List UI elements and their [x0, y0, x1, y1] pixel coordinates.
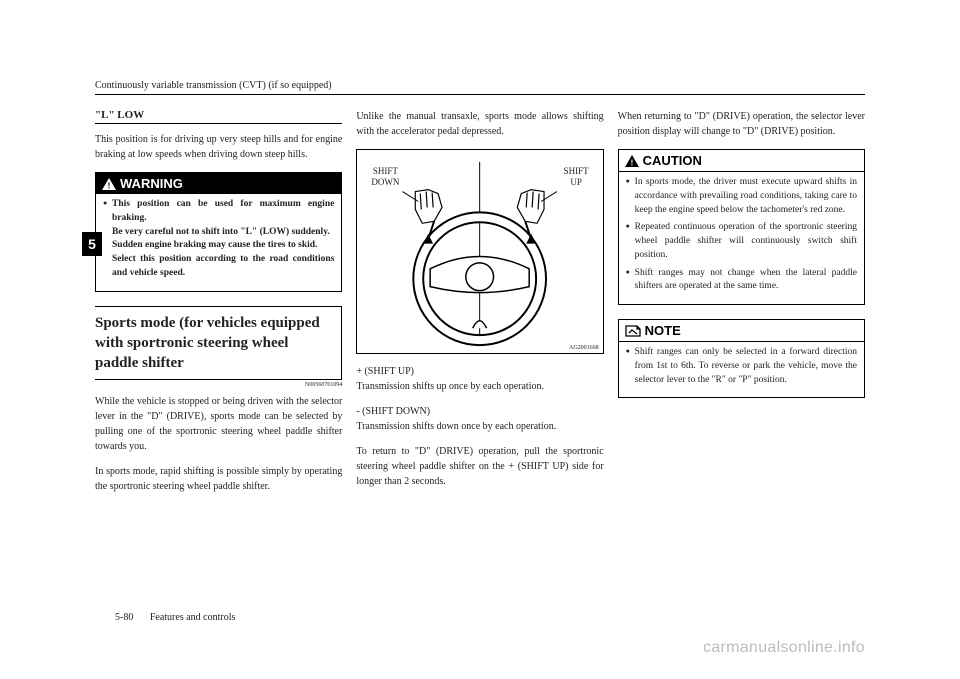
warning-icon: ! [102, 178, 116, 190]
page-number: 5-80 [115, 612, 133, 623]
low-heading: "L" LOW [95, 109, 342, 121]
shift-down-title: - (SHIFT DOWN) [356, 406, 430, 417]
chapter-tab: 5 [82, 232, 102, 256]
footer-section: Features and controls [150, 612, 236, 623]
note-title-bar: NOTE [619, 320, 864, 342]
caution-item: In sports mode, the driver must execute … [626, 176, 857, 217]
caution-item: Shift ranges may not change when the lat… [626, 267, 857, 295]
warning-item-text: Be very careful not to shift into "L" (L… [112, 227, 330, 237]
watermark: carmanualsonline.info [703, 639, 865, 657]
low-paragraph: This position is for driving up very ste… [95, 132, 342, 162]
shift-down-label: SHIFTDOWN [371, 166, 399, 188]
warning-title: WARNING [120, 176, 183, 191]
warning-item-text: This position can be used for maximum en… [112, 199, 334, 223]
caution-item: Repeated continuous operation of the spo… [626, 221, 857, 262]
shift-up-text: Transmission shifts up once by each oper… [356, 381, 544, 392]
content-columns: "L" LOW This position is for driving up … [95, 109, 865, 504]
svg-text:!: ! [108, 181, 111, 190]
column-3: When returning to "D" (DRIVE) operation,… [618, 109, 865, 504]
sports-mode-heading: Sports mode (for vehicles equipped with … [95, 306, 342, 381]
steering-wheel-figure: SHIFTDOWN SHIFTUP [356, 149, 603, 354]
warning-item-text: Select this position according to the ro… [112, 254, 334, 278]
caution-body: In sports mode, the driver must execute … [619, 172, 864, 304]
col3-intro: When returning to "D" (DRIVE) operation,… [618, 109, 865, 139]
header-rule [95, 94, 865, 95]
figure-code: AG2001668 [569, 345, 599, 351]
shift-up-title: + (SHIFT UP) [356, 366, 414, 377]
return-text: To return to "D" (DRIVE) operation, pull… [356, 444, 603, 489]
note-box: NOTE Shift ranges can only be selected i… [618, 319, 865, 398]
low-heading-rule [95, 123, 342, 124]
col2-intro: Unlike the manual transaxle, sports mode… [356, 109, 603, 139]
note-item: Shift ranges can only be selected in a f… [626, 346, 857, 387]
shift-down-block: - (SHIFT DOWN) Transmission shifts down … [356, 404, 603, 434]
shift-up-label: SHIFTUP [564, 166, 589, 188]
caution-box: ! CAUTION In sports mode, the driver mus… [618, 149, 865, 305]
note-body: Shift ranges can only be selected in a f… [619, 342, 864, 397]
section-code: N00560701094 [95, 382, 342, 388]
warning-body: This position can be used for maximum en… [96, 194, 341, 291]
page-footer: 5-80 Features and controls [115, 612, 235, 623]
svg-text:!: ! [630, 158, 633, 167]
header-title: Continuously variable transmission (CVT)… [95, 80, 865, 91]
shift-down-text: Transmission shifts down once by each op… [356, 421, 556, 432]
column-1: "L" LOW This position is for driving up … [95, 109, 342, 504]
warning-box: ! WARNING This position can be used for … [95, 172, 342, 292]
caution-title: CAUTION [643, 153, 702, 168]
shift-up-block: + (SHIFT UP) Transmission shifts up once… [356, 364, 603, 394]
warning-item-text: Sudden engine braking may cause the tire… [112, 240, 317, 250]
warning-title-bar: ! WARNING [96, 173, 341, 194]
note-title: NOTE [645, 323, 681, 338]
note-icon [625, 325, 641, 337]
column-2: Unlike the manual transaxle, sports mode… [356, 109, 603, 504]
caution-icon: ! [625, 155, 639, 167]
caution-title-bar: ! CAUTION [619, 150, 864, 172]
sports-para-2: In sports mode, rapid shifting is possib… [95, 464, 342, 494]
warning-item: This position can be used for maximum en… [103, 198, 334, 281]
sports-para-1: While the vehicle is stopped or being dr… [95, 394, 342, 454]
